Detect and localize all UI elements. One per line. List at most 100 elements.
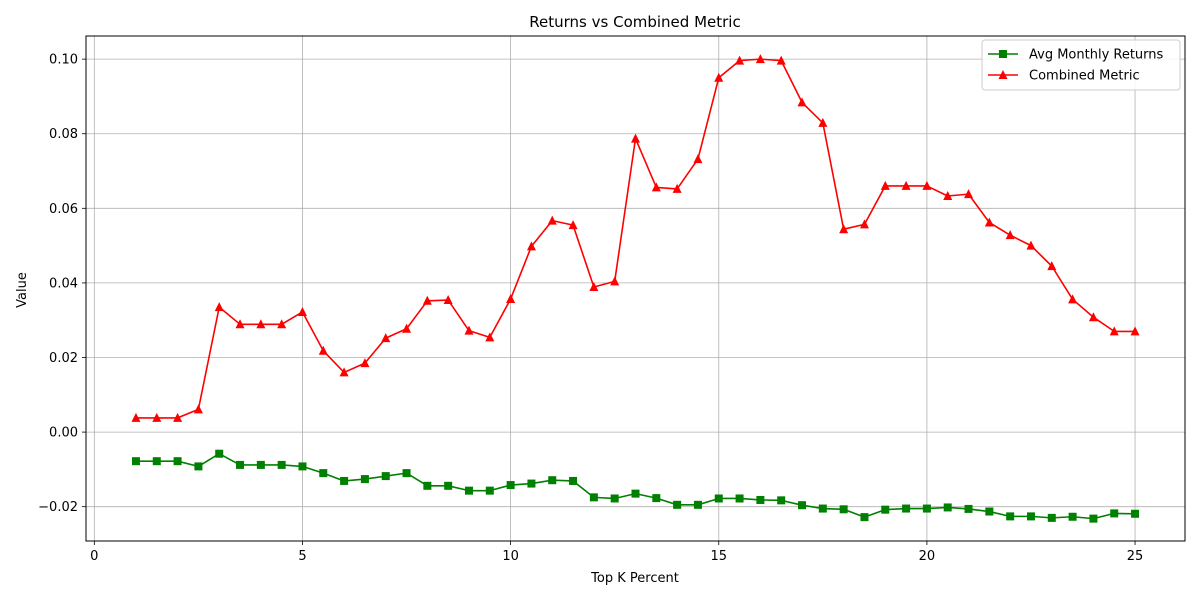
y-tick-label: 0.00 <box>49 426 78 441</box>
data-point-avg-monthly-returns <box>131 457 140 466</box>
series-line-combined-metric <box>135 58 1136 419</box>
data-point-combined-metric <box>1109 326 1119 336</box>
x-tick-label: 20 <box>919 549 936 564</box>
data-point-avg-monthly-returns <box>1131 509 1140 518</box>
data-point-combined-metric <box>506 293 516 303</box>
data-point-combined-metric <box>776 55 786 65</box>
data-point-combined-metric <box>818 117 828 127</box>
x-tick-label: 15 <box>710 549 727 564</box>
y-tick-label: 0.04 <box>49 276 78 291</box>
data-point-combined-metric <box>235 319 245 329</box>
data-point-avg-monthly-returns <box>943 503 952 512</box>
data-point-avg-monthly-returns <box>236 460 245 469</box>
data-point-avg-monthly-returns <box>610 494 619 503</box>
data-point-avg-monthly-returns <box>1110 509 1119 518</box>
data-point-avg-monthly-returns <box>1026 512 1035 521</box>
data-point-combined-metric <box>422 295 432 305</box>
data-point-combined-metric <box>360 358 370 368</box>
data-point-avg-monthly-returns <box>756 495 765 504</box>
data-point-combined-metric <box>485 332 495 342</box>
data-point-combined-metric <box>901 180 911 190</box>
data-point-combined-metric <box>880 180 890 190</box>
data-point-avg-monthly-returns <box>798 501 807 510</box>
x-axis-title: Top K Percent <box>590 571 679 586</box>
chart-title: Returns vs Combined Metric <box>529 13 740 31</box>
data-point-combined-metric <box>1130 326 1140 336</box>
data-point-avg-monthly-returns <box>1068 512 1077 521</box>
data-point-avg-monthly-returns <box>215 449 224 458</box>
data-point-avg-monthly-returns <box>839 505 848 514</box>
series-line-avg-monthly-returns <box>135 452 1136 520</box>
series-layer <box>131 54 1140 523</box>
data-point-avg-monthly-returns <box>1089 514 1098 523</box>
data-point-avg-monthly-returns <box>631 489 640 498</box>
data-point-avg-monthly-returns <box>693 500 702 509</box>
data-point-combined-metric <box>402 323 412 333</box>
data-point-combined-metric <box>693 154 703 164</box>
x-tick-label: 0 <box>90 549 98 564</box>
data-point-combined-metric <box>755 54 765 64</box>
data-point-combined-metric <box>214 302 224 312</box>
data-point-avg-monthly-returns <box>381 472 390 481</box>
data-point-combined-metric <box>964 189 974 199</box>
y-axis-title: Value <box>15 272 30 308</box>
y-tick-label: 0.02 <box>49 351 78 366</box>
y-tick-label: 0.10 <box>49 53 78 68</box>
legend-marker-combined-metric <box>998 70 1008 79</box>
data-point-avg-monthly-returns <box>569 476 578 485</box>
data-point-combined-metric <box>297 306 307 316</box>
data-point-combined-metric <box>984 217 994 227</box>
data-point-avg-monthly-returns <box>818 504 827 513</box>
data-point-combined-metric <box>131 412 141 422</box>
data-point-avg-monthly-returns <box>277 460 286 469</box>
data-point-avg-monthly-returns <box>194 462 203 471</box>
series-avg-monthly-returns <box>131 449 1140 523</box>
data-point-combined-metric <box>1088 312 1098 322</box>
y-tick-label: 0.08 <box>49 127 78 142</box>
data-point-combined-metric <box>859 219 869 229</box>
data-point-avg-monthly-returns <box>152 457 161 466</box>
data-point-avg-monthly-returns <box>652 494 661 503</box>
data-point-avg-monthly-returns <box>423 481 432 490</box>
data-point-avg-monthly-returns <box>860 513 869 522</box>
data-point-combined-metric <box>589 282 599 292</box>
data-point-combined-metric <box>443 295 453 305</box>
legend: Avg Monthly Returns Combined Metric <box>981 39 1181 91</box>
data-point-avg-monthly-returns <box>464 486 473 495</box>
data-point-combined-metric <box>568 220 578 230</box>
data-point-combined-metric <box>839 224 849 234</box>
data-point-combined-metric <box>1047 261 1057 271</box>
data-point-avg-monthly-returns <box>881 505 890 514</box>
data-point-combined-metric <box>735 55 745 65</box>
legend-box <box>981 39 1181 91</box>
data-point-combined-metric <box>173 412 183 422</box>
data-point-combined-metric <box>277 319 287 329</box>
data-point-combined-metric <box>651 182 661 192</box>
data-point-avg-monthly-returns <box>548 476 557 485</box>
y-tick-label: 0.06 <box>49 202 78 217</box>
data-point-combined-metric <box>526 241 536 251</box>
data-point-avg-monthly-returns <box>589 493 598 502</box>
legend-label-combined-metric: Combined Metric <box>1029 69 1140 84</box>
data-point-avg-monthly-returns <box>922 504 931 513</box>
axes: 0 5 10 15 20 25 −0.02 0.00 0.02 0.04 0.06 0.08 0.10 <box>38 53 1143 564</box>
data-point-avg-monthly-returns <box>319 469 328 478</box>
data-point-avg-monthly-returns <box>444 481 453 490</box>
data-point-avg-monthly-returns <box>777 496 786 505</box>
data-point-avg-monthly-returns <box>902 504 911 513</box>
data-point-combined-metric <box>1068 294 1078 304</box>
legend-marker-avg-monthly-returns <box>999 50 1007 58</box>
data-point-avg-monthly-returns <box>964 504 973 513</box>
data-point-combined-metric <box>256 319 266 329</box>
data-point-avg-monthly-returns <box>402 469 411 478</box>
x-tick-label: 25 <box>1127 549 1144 564</box>
data-point-avg-monthly-returns <box>735 494 744 503</box>
data-point-combined-metric <box>631 133 640 143</box>
series-combined-metric <box>131 54 1140 422</box>
data-point-combined-metric <box>464 325 474 335</box>
data-point-avg-monthly-returns <box>298 462 307 471</box>
data-point-avg-monthly-returns <box>256 460 265 469</box>
x-tick-label: 5 <box>298 549 306 564</box>
data-point-combined-metric <box>714 72 724 82</box>
